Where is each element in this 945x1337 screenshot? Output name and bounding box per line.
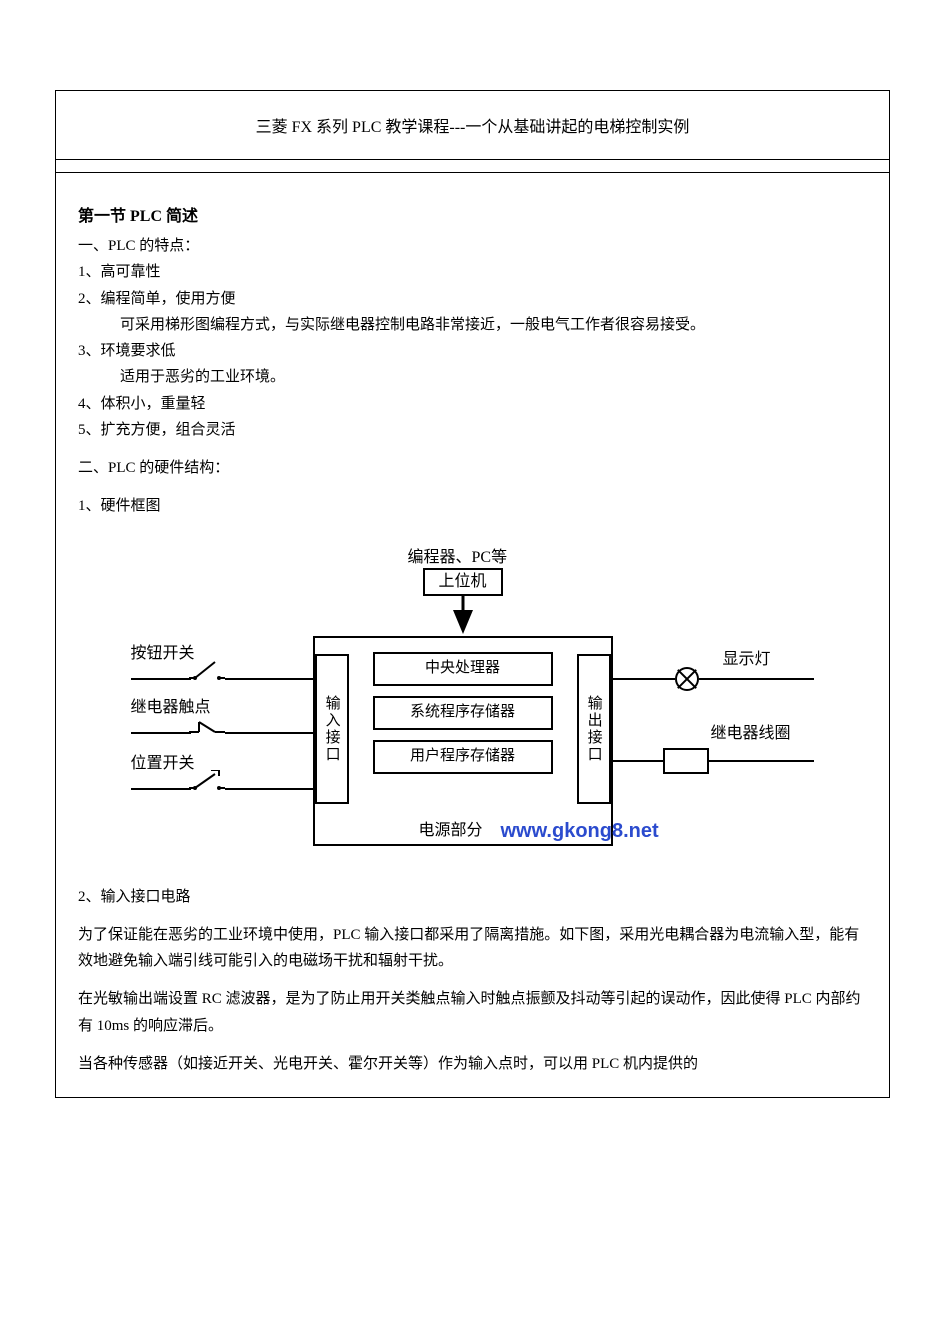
right-label-coil: 继电器线圈 xyxy=(711,720,791,748)
usermem-box: 用户程序存储器 xyxy=(373,740,553,774)
pushbutton-icon xyxy=(189,658,225,682)
output-interface-box: 输出接口 xyxy=(577,654,611,804)
input-interface-box: 输入接口 xyxy=(315,654,349,804)
left-label-limit: 位置开关 xyxy=(131,750,195,778)
limit-switch-icon xyxy=(189,770,225,792)
doc-title: 三菱 FX 系列 PLC 教学课程---一个从基础讲起的电梯控制实例 xyxy=(56,91,889,160)
sub-heading-2: 二、PLC 的硬件结构： xyxy=(78,455,867,481)
paragraph-1: 为了保证能在恶劣的工业环境中使用，PLC 输入接口都采用了隔离措施。如下图，采用… xyxy=(78,922,867,975)
feature-3: 3、环境要求低 xyxy=(78,338,867,364)
input-interface-label: 输入接口 xyxy=(318,695,344,763)
paragraph-2: 在光敏输出端设置 RC 滤波器，是为了防止用开关类触点输入时触点振颤及抖动等引起… xyxy=(78,986,867,1039)
hardware-block-diagram: 编程器、PC等 上位机 输入接口 输出接口 中央处理器 系统程序存储器 用户程序… xyxy=(113,544,833,864)
section-heading: 第一节 PLC 简述 xyxy=(78,203,867,231)
document-frame: 三菱 FX 系列 PLC 教学课程---一个从基础讲起的电梯控制实例 第一节 P… xyxy=(55,90,890,1098)
cpu-box: 中央处理器 xyxy=(373,652,553,686)
sysmem-box: 系统程序存储器 xyxy=(373,696,553,730)
watermark-text: www.gkong8.net xyxy=(501,814,659,849)
lamp-icon xyxy=(675,667,699,691)
feature-3-desc: 适用于恶劣的工业环境。 xyxy=(78,364,867,390)
left-label-relay: 继电器触点 xyxy=(131,694,211,722)
psu-label: 电源部分 xyxy=(419,817,483,845)
output-interface-label: 输出接口 xyxy=(580,695,606,763)
content-body: 第一节 PLC 简述 一、PLC 的特点： 1、高可靠性 2、编程简单，使用方便… xyxy=(56,173,889,1097)
subsection-2: 2、输入接口电路 xyxy=(78,884,867,910)
sub-heading-1: 一、PLC 的特点： xyxy=(78,233,867,259)
left-label-button: 按钮开关 xyxy=(131,640,195,668)
feature-1: 1、高可靠性 xyxy=(78,259,867,285)
relay-contact-icon xyxy=(189,720,225,738)
divider-row xyxy=(56,160,889,173)
right-label-lamp: 显示灯 xyxy=(723,646,771,674)
feature-5: 5、扩充方便，组合灵活 xyxy=(78,417,867,443)
paragraph-3: 当各种传感器（如接近开关、光电开关、霍尔开关等）作为输入点时，可以用 PLC 机… xyxy=(78,1051,867,1077)
coil-icon xyxy=(663,748,709,774)
diagram-heading: 1、硬件框图 xyxy=(78,493,867,519)
feature-2-desc: 可采用梯形图编程方式，与实际继电器控制电路非常接近，一般电气工作者很容易接受。 xyxy=(78,312,867,338)
feature-4: 4、体积小，重量轻 xyxy=(78,391,867,417)
host-box: 上位机 xyxy=(423,568,503,596)
feature-2: 2、编程简单，使用方便 xyxy=(78,286,867,312)
arrow-down-icon xyxy=(451,596,475,636)
